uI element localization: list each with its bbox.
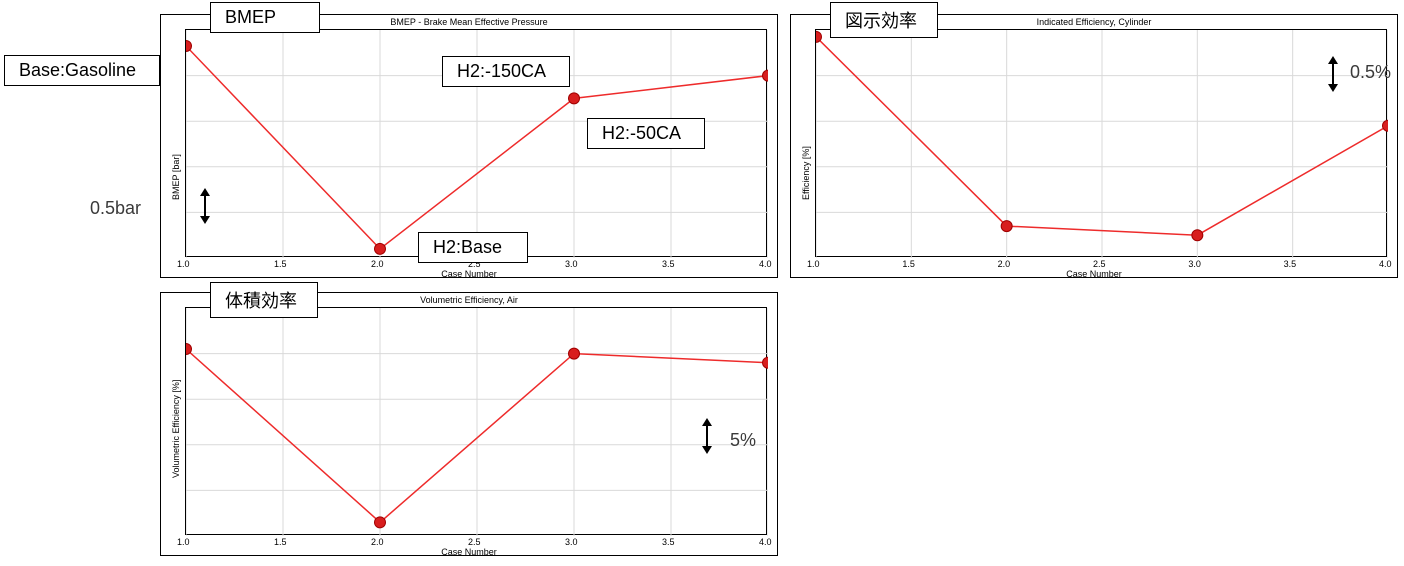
bmep-xlabel: Case Number [161, 269, 777, 279]
xtick-label: 3.0 [565, 537, 578, 547]
data-point [1383, 120, 1389, 131]
h2-150ca-box: H2:-150CA [442, 56, 570, 87]
xtick-label: 1.0 [807, 259, 820, 269]
indicated-xlabel: Case Number [791, 269, 1397, 279]
volumetric-xlabel: Case Number [161, 547, 777, 557]
indicated-plot-area [815, 29, 1387, 257]
data-point [569, 93, 580, 104]
xtick-label: 2.5 [1093, 259, 1106, 269]
indicated-ylabel: Efficiency [%] [801, 146, 811, 200]
bmep-scale-arrow-icon [198, 188, 212, 224]
xtick-label: 2.0 [371, 537, 384, 547]
indicated-chart-svg [816, 30, 1388, 258]
volumetric-label-box: 体積効率 [210, 282, 318, 318]
xtick-label: 2.0 [998, 259, 1011, 269]
data-point [763, 357, 769, 368]
data-point [763, 70, 769, 81]
data-point [375, 243, 386, 254]
xtick-label: 2.0 [371, 259, 384, 269]
volumetric-scale-text: 5% [730, 430, 756, 451]
volumetric-scale-arrow-icon [700, 418, 714, 454]
xtick-label: 1.0 [177, 537, 190, 547]
data-point [1001, 221, 1012, 232]
xtick-label: 1.5 [274, 259, 287, 269]
xtick-label: 3.0 [565, 259, 578, 269]
h2-50ca-box: H2:-50CA [587, 118, 705, 149]
xtick-label: 4.0 [759, 259, 772, 269]
xtick-label: 1.5 [902, 259, 915, 269]
xtick-label: 1.5 [274, 537, 287, 547]
indicated-label-box: 図示効率 [830, 2, 938, 38]
volumetric-chart-panel: Volumetric Efficiency, Air Volumetric Ef… [160, 292, 778, 556]
xtick-label: 3.5 [662, 537, 675, 547]
data-point [569, 348, 580, 359]
xtick-label: 2.5 [468, 537, 481, 547]
data-point [1192, 230, 1203, 241]
xtick-label: 3.0 [1188, 259, 1201, 269]
xtick-label: 1.0 [177, 259, 190, 269]
data-point [375, 517, 386, 528]
xtick-label: 4.0 [759, 537, 772, 547]
base-gasoline-box: Base:Gasoline [4, 55, 160, 86]
xtick-label: 3.5 [1284, 259, 1297, 269]
xtick-label: 4.0 [1379, 259, 1392, 269]
h2-base-box: H2:Base [418, 232, 528, 263]
volumetric-plot-area [185, 307, 767, 535]
volumetric-chart-svg [186, 308, 768, 536]
indicated-scale-arrow-icon [1326, 56, 1340, 92]
bmep-label-box: BMEP [210, 2, 320, 33]
xtick-label: 3.5 [662, 259, 675, 269]
indicated-scale-text: 0.5% [1350, 62, 1391, 83]
volumetric-ylabel: Volumetric Efficiency [%] [171, 380, 181, 478]
indicated-chart-panel: Indicated Efficiency, Cylinder Efficienc… [790, 14, 1398, 278]
bmep-scale-text: 0.5bar [90, 198, 141, 219]
bmep-ylabel: BMEP [bar] [171, 154, 181, 200]
